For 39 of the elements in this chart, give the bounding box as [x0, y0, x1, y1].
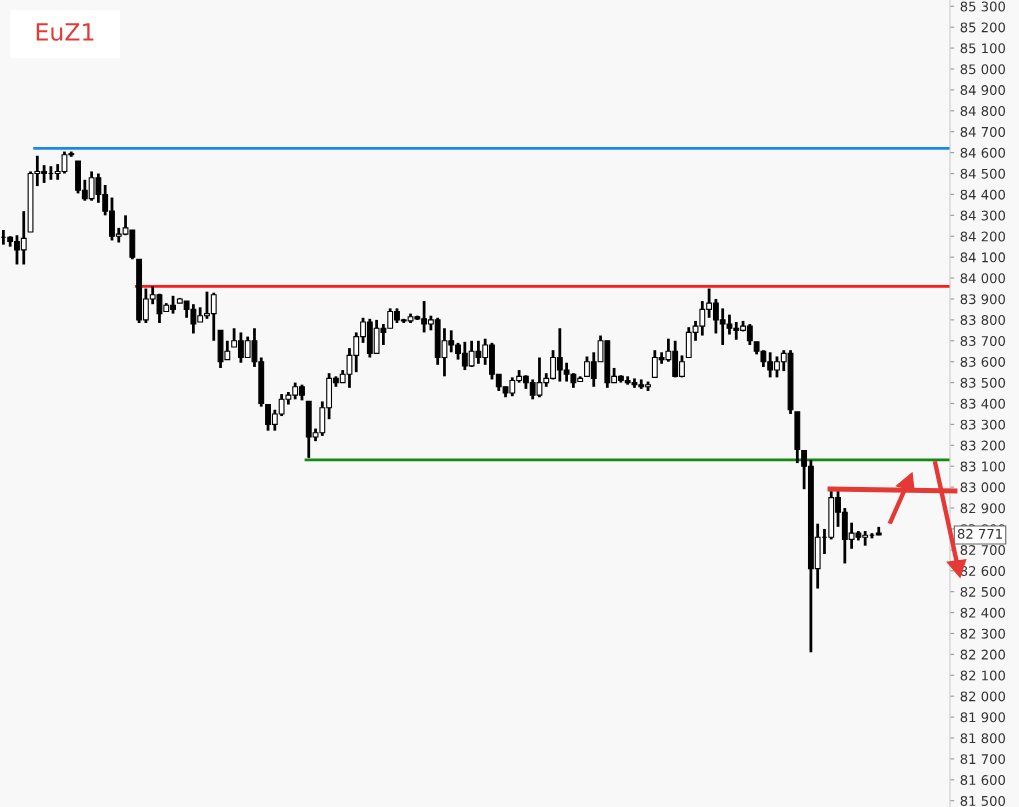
y-tick-label: 83 400 — [960, 398, 1006, 409]
y-tick-label: 82 400 — [960, 607, 1006, 618]
y-tick-label: 84 300 — [960, 210, 1006, 221]
y-tick-label: 81 700 — [960, 754, 1006, 765]
y-tick-label: 84 800 — [960, 106, 1006, 117]
y-tick-label: 81 800 — [960, 733, 1006, 744]
y-tick-label: 83 200 — [960, 440, 1006, 451]
y-tick-label: 82 700 — [960, 545, 1006, 556]
y-tick-label: 81 500 — [960, 795, 1006, 806]
y-tick-label: 83 100 — [960, 461, 1006, 472]
y-tick-label: 84 200 — [960, 231, 1006, 242]
y-tick-label: 83 900 — [960, 294, 1006, 305]
y-tick-label: 84 500 — [960, 168, 1006, 179]
y-tick-label: 82 200 — [960, 649, 1006, 660]
y-tick-label: 82 000 — [960, 691, 1006, 702]
y-tick-label: 85 200 — [960, 22, 1006, 33]
y-tick-label: 82 900 — [960, 503, 1006, 514]
y-tick-label: 83 300 — [960, 419, 1006, 430]
y-tick-label: 84 600 — [960, 147, 1006, 158]
y-tick-label: 83 800 — [960, 315, 1006, 326]
y-tick-label: 84 400 — [960, 189, 1006, 200]
y-tick-label: 84 700 — [960, 126, 1006, 137]
y-tick-label: 81 900 — [960, 712, 1006, 723]
y-tick-label: 81 600 — [960, 775, 1006, 786]
y-tick-label: 85 100 — [960, 43, 1006, 54]
y-tick-label: 83 700 — [960, 336, 1006, 346]
y-tick-label: 83 600 — [960, 356, 1006, 367]
y-tick-label: 82 500 — [960, 586, 1006, 597]
y-tick-label: 84 000 — [960, 273, 1006, 284]
y-tick-label: 84 100 — [960, 252, 1006, 263]
y-tick-label: 82 100 — [960, 670, 1006, 681]
y-tick-label: 83 500 — [960, 377, 1006, 388]
y-tick-label: 82 300 — [960, 628, 1006, 639]
y-tick-label: 84 900 — [960, 85, 1006, 96]
y-tick-label: 85 000 — [960, 64, 1006, 75]
text: 82 771 — [957, 528, 1002, 539]
text: EuZ1 — [36, 23, 94, 41]
y-tick-label: 85 300 — [960, 1, 1006, 12]
y-tick-label: 83 000 — [960, 482, 1006, 493]
